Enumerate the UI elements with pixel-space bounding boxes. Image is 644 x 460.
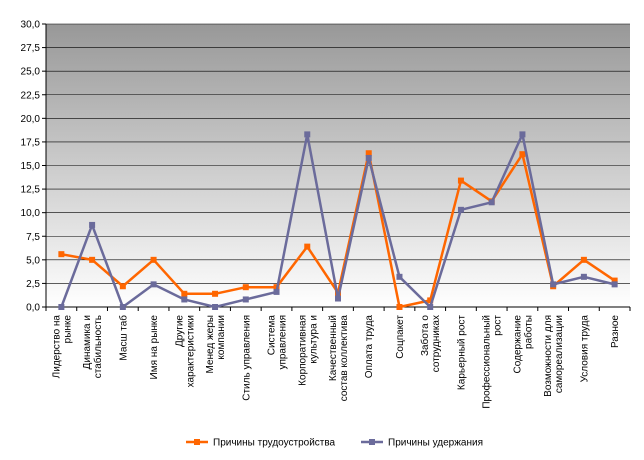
y-axis-ticks: 0,0 2,5 5,0 7,5 10,0 12,5 15,0 17,5 20,0 22,5 25,0… xyxy=(21,20,46,314)
y-tick-label: 2,5 xyxy=(26,279,40,290)
x-category-label: Имя на рынке xyxy=(149,315,160,380)
x-category-label: Карьерный рост xyxy=(456,315,467,390)
data-point xyxy=(396,273,403,280)
legend: Причины трудоустройства Причины удержания xyxy=(186,438,483,449)
x-category-label: Корпоративнаякультура и xyxy=(297,315,319,386)
data-point xyxy=(58,304,65,310)
x-category-label: Качественныйсостав коллектива xyxy=(328,315,350,402)
series-2 xyxy=(58,131,618,310)
x-axis-ticks: Лидерство нарынке Динамика истабильность М… xyxy=(45,307,631,409)
data-point xyxy=(119,304,126,310)
y-tick-label: 17,5 xyxy=(21,137,41,148)
y-tick-label: 12,5 xyxy=(21,185,41,196)
data-point xyxy=(304,243,311,250)
x-category-label: Соцпакет xyxy=(395,315,406,359)
legend-label: Причины трудоустройства xyxy=(213,438,336,449)
data-point xyxy=(150,281,157,288)
legend-item: Причины трудоустройства xyxy=(186,438,336,449)
data-point xyxy=(550,281,557,288)
data-point xyxy=(427,297,434,304)
y-tick-label: 0,0 xyxy=(26,303,40,314)
data-point xyxy=(365,150,372,157)
y-tick-label: 27,5 xyxy=(21,43,41,54)
data-point xyxy=(611,277,618,284)
y-tick-label: 15,0 xyxy=(21,161,41,172)
y-tick-label: 5,0 xyxy=(26,255,40,266)
x-category-label: Менед жерыкомпании xyxy=(205,315,227,373)
data-point xyxy=(58,251,65,258)
x-category-label: Стиль управления xyxy=(241,315,252,401)
x-category-label: Забота осотрудниках xyxy=(419,315,442,373)
legend-item: Причины удержания xyxy=(361,438,483,449)
y-tick-label: 25,0 xyxy=(21,67,41,78)
data-point xyxy=(242,284,249,291)
data-point xyxy=(212,304,219,310)
data-point xyxy=(396,304,403,310)
y-tick-label: 20,0 xyxy=(21,114,41,125)
legend-swatch-marker xyxy=(369,439,375,445)
x-category-label: Оплата труда xyxy=(364,315,375,379)
x-category-label: Масш таб xyxy=(117,315,129,361)
data-point xyxy=(427,304,434,310)
x-category-label: Другиехарактеристики xyxy=(174,315,196,388)
series-layer xyxy=(58,131,618,310)
data-point xyxy=(519,151,526,158)
y-tick-label: 10,0 xyxy=(21,208,41,219)
data-point xyxy=(457,177,464,184)
data-point xyxy=(457,206,464,213)
data-point xyxy=(89,221,96,228)
x-category-label: Содержаниеработы xyxy=(512,315,534,374)
x-category-label: Разное xyxy=(610,315,621,348)
data-point xyxy=(273,288,280,295)
x-category-label: Лидерство нарынке xyxy=(51,315,73,379)
data-point xyxy=(488,199,495,206)
y-tick-label: 30,0 xyxy=(21,20,41,31)
data-point xyxy=(212,290,219,297)
data-point xyxy=(611,281,618,288)
data-point xyxy=(119,283,126,290)
gridlines xyxy=(46,23,630,284)
data-point xyxy=(580,256,587,263)
data-point xyxy=(304,131,311,138)
data-point xyxy=(89,256,96,263)
data-point xyxy=(580,273,587,280)
y-tick-label: 22,5 xyxy=(21,90,41,101)
data-point xyxy=(242,296,249,303)
y-tick-label: 7,5 xyxy=(26,232,40,243)
legend-label: Причины удержания xyxy=(388,438,483,449)
data-point xyxy=(150,256,157,263)
legend-swatch-marker xyxy=(194,439,200,445)
data-point xyxy=(335,295,341,302)
data-point xyxy=(181,296,188,303)
x-category-label: Возможности длясамореализации xyxy=(543,315,565,397)
x-category-label: Системауправления xyxy=(267,315,289,370)
data-point xyxy=(519,131,526,138)
x-category-label: Профессиональныйрост xyxy=(481,315,504,409)
x-category-label: Условия труда xyxy=(579,315,590,383)
x-category-label: Динамика истабильность xyxy=(82,315,104,378)
data-point xyxy=(365,154,372,161)
data-point xyxy=(181,290,188,297)
